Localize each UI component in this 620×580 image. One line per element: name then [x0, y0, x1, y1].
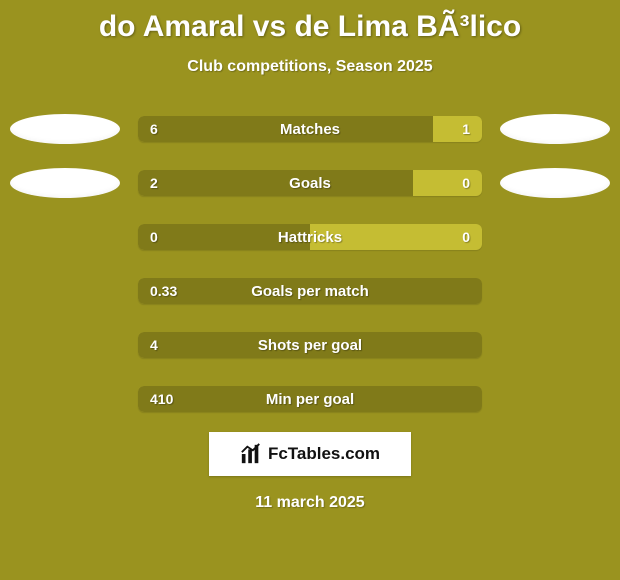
stat-value-left: 0.33	[150, 278, 177, 304]
stat-bar-left	[138, 332, 482, 358]
stat-bar: 00Hattricks	[138, 224, 482, 250]
stat-value-right: 0	[462, 170, 470, 196]
brand-badge[interactable]: FcTables.com	[209, 432, 411, 476]
stat-value-left: 6	[150, 116, 158, 142]
stat-rows: 61Matches20Goals00Hattricks0.33Goals per…	[0, 114, 620, 414]
team-oval-right	[500, 168, 610, 198]
stat-row: 00Hattricks	[0, 222, 620, 252]
oval-spacer	[10, 384, 120, 414]
stat-bar: 0.33Goals per match	[138, 278, 482, 304]
page-title: do Amaral vs de Lima BÃ³lico	[0, 10, 620, 44]
brand-chart-icon	[240, 443, 262, 465]
stat-value-right: 1	[462, 116, 470, 142]
stat-bar-left	[138, 224, 310, 250]
brand-text: FcTables.com	[268, 444, 380, 464]
stat-row: 4Shots per goal	[0, 330, 620, 360]
stat-value-right: 0	[462, 224, 470, 250]
team-oval-right	[500, 114, 610, 144]
stat-value-left: 0	[150, 224, 158, 250]
oval-spacer	[500, 384, 610, 414]
oval-spacer	[500, 222, 610, 252]
stat-bar: 4Shots per goal	[138, 332, 482, 358]
stat-bar: 61Matches	[138, 116, 482, 142]
stat-bar-left	[138, 386, 482, 412]
stat-bar-left	[138, 116, 433, 142]
stat-value-left: 2	[150, 170, 158, 196]
stat-bar-left	[138, 278, 482, 304]
stat-bar-left	[138, 170, 413, 196]
team-oval-left	[10, 168, 120, 198]
stat-bar: 20Goals	[138, 170, 482, 196]
comparison-card: do Amaral vs de Lima BÃ³lico Club compet…	[0, 0, 620, 580]
stat-bar: 410Min per goal	[138, 386, 482, 412]
stat-row: 410Min per goal	[0, 384, 620, 414]
stat-row: 20Goals	[0, 168, 620, 198]
oval-spacer	[10, 330, 120, 360]
oval-spacer	[500, 330, 610, 360]
team-oval-left	[10, 114, 120, 144]
oval-spacer	[500, 276, 610, 306]
stat-value-left: 4	[150, 332, 158, 358]
stat-row: 0.33Goals per match	[0, 276, 620, 306]
oval-spacer	[10, 276, 120, 306]
stat-bar-right	[310, 224, 482, 250]
page-subtitle: Club competitions, Season 2025	[0, 58, 620, 76]
oval-spacer	[10, 222, 120, 252]
stat-bar-right	[413, 170, 482, 196]
stat-row: 61Matches	[0, 114, 620, 144]
stat-value-left: 410	[150, 386, 173, 412]
stat-bar-right	[433, 116, 482, 142]
footer-date: 11 march 2025	[0, 494, 620, 512]
